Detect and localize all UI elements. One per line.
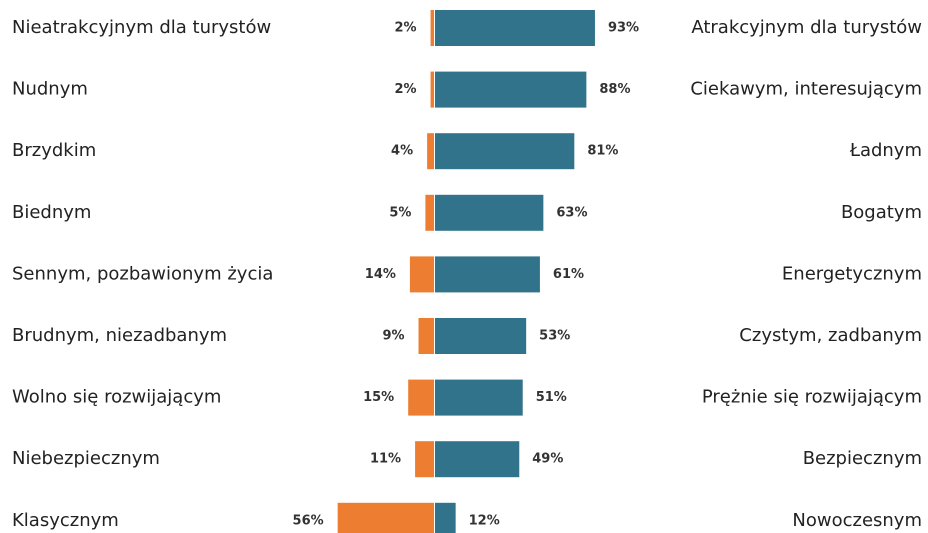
bar xyxy=(409,256,434,293)
right-label: Bogatym xyxy=(841,202,922,223)
value-label: 81% xyxy=(587,144,618,159)
value-label: 11% xyxy=(370,452,401,467)
bar xyxy=(435,379,523,416)
right-label: Bezpiecznym xyxy=(803,448,922,469)
bar xyxy=(430,10,434,46)
left-label: Klasycznym xyxy=(12,510,119,531)
value-label: 63% xyxy=(556,205,587,220)
right-label: Ładnym xyxy=(849,140,922,161)
left-label: Brudnym, niezadbanym xyxy=(12,325,227,346)
value-label: 2% xyxy=(394,82,416,97)
bar xyxy=(435,71,587,108)
right-label: Prężnie się rozwijającym xyxy=(702,387,922,408)
right-label: Czystym, zadbanym xyxy=(739,325,922,346)
bar xyxy=(337,502,434,533)
right-label: Nowoczesnym xyxy=(792,510,922,531)
value-label: 4% xyxy=(391,144,413,159)
right-label: Energetycznym xyxy=(782,263,922,284)
value-label: 49% xyxy=(532,452,563,467)
value-label: 61% xyxy=(553,267,584,282)
value-label: 56% xyxy=(293,513,324,528)
bar xyxy=(435,256,540,293)
value-label: 93% xyxy=(608,21,639,36)
bar xyxy=(435,10,595,46)
left-label: Wolno się rozwijającym xyxy=(12,387,221,408)
value-label: 15% xyxy=(363,390,394,405)
value-label: 2% xyxy=(394,21,416,36)
bar xyxy=(435,133,575,170)
bar xyxy=(418,318,434,354)
value-label: 53% xyxy=(539,329,570,344)
value-label: 5% xyxy=(389,205,411,220)
left-label: Nieatrakcyjnym dla turystów xyxy=(12,17,271,38)
bar xyxy=(435,194,544,231)
value-label: 88% xyxy=(599,82,630,97)
bar xyxy=(430,71,434,108)
bar xyxy=(415,441,434,478)
left-label: Nudnym xyxy=(12,79,88,100)
right-label: Atrakcyjnym dla turystów xyxy=(691,17,922,38)
bar xyxy=(408,379,434,416)
left-label: Sennym, pozbawionym życia xyxy=(12,263,273,284)
value-label: 9% xyxy=(382,329,404,344)
left-label: Niebezpiecznym xyxy=(12,448,160,469)
bar xyxy=(425,194,434,231)
right-label: Ciekawym, interesującym xyxy=(690,79,922,100)
bar xyxy=(435,441,520,478)
bar xyxy=(427,133,434,170)
left-label: Biednym xyxy=(12,202,91,223)
value-label: 14% xyxy=(365,267,396,282)
bar xyxy=(435,318,527,354)
bar xyxy=(435,502,456,533)
value-label: 12% xyxy=(469,513,500,528)
left-label: Brzydkim xyxy=(12,140,96,161)
value-label: 51% xyxy=(536,390,567,405)
